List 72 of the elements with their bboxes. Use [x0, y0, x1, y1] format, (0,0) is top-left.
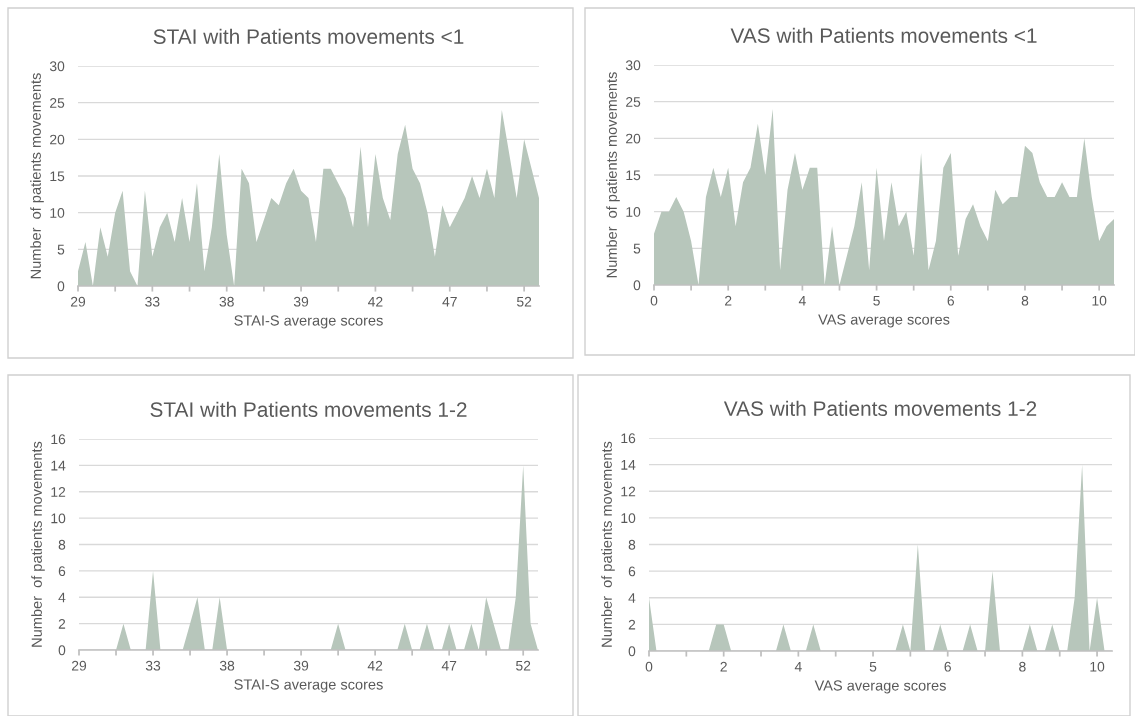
x-tick-label: 42 [368, 296, 383, 307]
x-tick-label: 10 [1090, 661, 1105, 672]
x-tick-label: 47 [441, 660, 457, 671]
x-tick-label: 38 [219, 660, 235, 671]
y-tick-label: 10 [626, 207, 641, 217]
y-tick-label: 14 [621, 460, 636, 470]
y-tick-label: 10 [50, 208, 65, 218]
y-tick-label: 5 [633, 243, 641, 254]
y-tick-label: 15 [50, 171, 65, 182]
x-axis-title: STAI-S average scores [234, 315, 383, 329]
x-tick-label: 2 [725, 295, 732, 306]
x-axis-title: VAS average scores [814, 680, 946, 694]
y-tick-label: 8 [628, 539, 636, 550]
chart-title: VAS with Patients movements 1-2 [723, 400, 1037, 416]
y-tick-label: 4 [58, 592, 66, 603]
y-tick-label: 16 [51, 434, 66, 445]
y-tick-label: 30 [625, 60, 641, 71]
x-tick-label: 0 [645, 661, 653, 672]
y-axis-title: Number of patients movements [606, 72, 620, 278]
x-tick-label: 4 [798, 295, 806, 306]
y-tick-label: 10 [51, 513, 66, 524]
x-tick-label: 6 [944, 661, 951, 672]
x-tick-label: 6 [947, 295, 955, 306]
y-tick-label: 4 [628, 593, 636, 603]
x-tick-label: 29 [70, 296, 86, 307]
x-tick-label: 39 [293, 296, 309, 307]
chart-title: VAS with Patients movements <1 [730, 27, 1037, 43]
x-tick-label: 0 [650, 295, 658, 306]
x-tick-label: 52 [516, 296, 532, 307]
x-tick-label: 5 [873, 295, 880, 306]
y-tick-label: 20 [626, 133, 641, 144]
y-tick-label: 6 [628, 566, 636, 577]
x-tick-label: 2 [720, 661, 727, 672]
y-axis-title: Number of patients movements [31, 441, 45, 647]
y-axis-title: Number of patients movements [601, 441, 615, 647]
y-tick-label: 6 [58, 566, 66, 577]
y-tick-label: 25 [626, 97, 641, 107]
y-tick-label: 16 [621, 433, 636, 444]
y-tick-label: 8 [58, 539, 66, 550]
x-axis-title: VAS average scores [818, 314, 950, 328]
x-tick-label: 4 [794, 661, 802, 672]
y-tick-label: 25 [50, 98, 65, 108]
y-tick-label: 0 [628, 646, 636, 657]
y-tick-label: 15 [626, 170, 641, 181]
y-tick-label: 10 [621, 513, 636, 524]
x-tick-label: 52 [516, 660, 531, 671]
y-tick-label: 2 [628, 619, 636, 630]
chart-title: STAI with Patients movements 1-2 [150, 401, 467, 417]
x-tick-label: 33 [145, 296, 160, 307]
x-tick-label: 29 [71, 660, 87, 671]
y-tick-label: 5 [57, 244, 65, 255]
x-tick-label: 33 [145, 660, 161, 671]
x-tick-label: 10 [1092, 295, 1107, 306]
x-tick-label: 8 [1019, 661, 1026, 672]
x-tick-label: 38 [219, 296, 234, 307]
x-tick-label: 42 [367, 660, 383, 671]
x-axis-title: STAI-S average scores [234, 679, 383, 693]
y-tick-label: 12 [621, 486, 636, 497]
y-tick-label: 0 [57, 281, 65, 292]
y-tick-label: 12 [51, 487, 66, 497]
x-tick-label: 39 [293, 660, 309, 671]
x-tick-label: 8 [1021, 295, 1029, 306]
y-tick-label: 30 [49, 61, 65, 72]
x-tick-label: 5 [869, 661, 877, 672]
chart-title: STAI with Patients movements <1 [153, 28, 464, 44]
y-tick-label: 14 [51, 460, 66, 471]
y-tick-label: 0 [58, 645, 66, 656]
x-tick-label: 47 [442, 296, 457, 307]
y-tick-label: 2 [58, 618, 66, 629]
y-axis-title: Number of patients movements [30, 73, 44, 279]
y-tick-label: 0 [633, 280, 641, 291]
y-tick-label: 20 [50, 134, 65, 145]
